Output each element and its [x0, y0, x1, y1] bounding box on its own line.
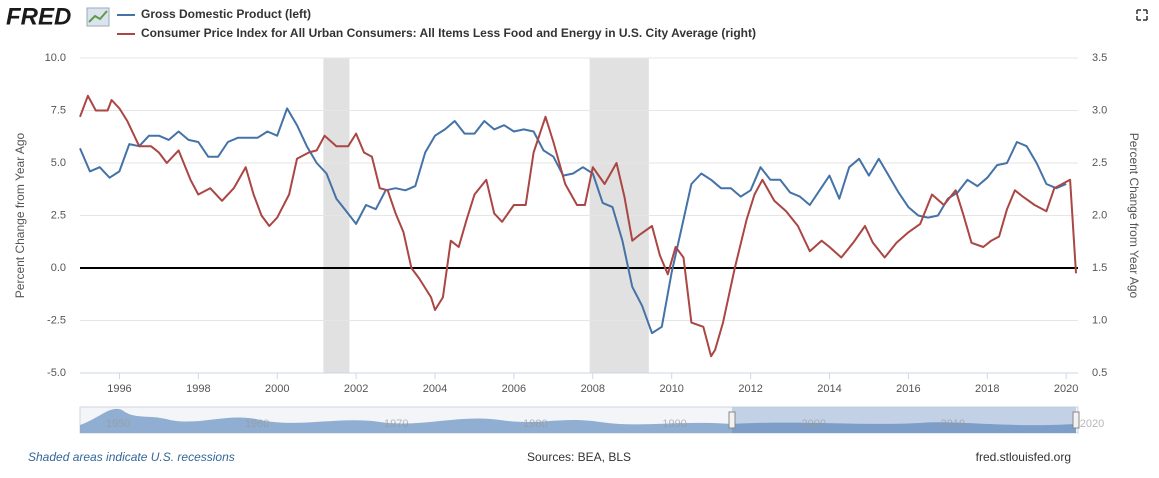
recession-note: Shaded areas indicate U.S. recessions: [28, 450, 235, 464]
series-line: [79, 107, 1067, 335]
x-tick-label: 2002: [344, 383, 368, 395]
plot-area: 10.0 7.5 5.0 2.5 0.0 -2.5 -5.0 3.5 3.0 2.5 2.0 1.5 1…: [13, 52, 1141, 395]
y2-tick-label: 0.5: [1092, 367, 1107, 379]
navigator-label: 1990: [662, 418, 686, 430]
x-tick-label: 2016: [896, 383, 920, 395]
navigator-label: 2020: [1080, 418, 1104, 430]
y-tick-label: 0.0: [51, 262, 66, 274]
y2-tick-label: 1.5: [1092, 262, 1107, 274]
x-tick-label: 2006: [502, 383, 526, 395]
navigator-label: 1950: [106, 418, 130, 430]
navigator-handle[interactable]: [728, 411, 736, 429]
y2-tick-label: 2.5: [1092, 157, 1107, 169]
x-tick-label: 2014: [817, 383, 841, 395]
y-tick-label: -2.5: [47, 314, 66, 326]
navigator-area: [80, 408, 732, 433]
logo-icon-line: [88, 10, 108, 23]
site-link[interactable]: fred.stlouisfed.org: [976, 450, 1071, 464]
navigator-label: 2000: [801, 418, 825, 430]
sources: Sources: BEA, BLS: [527, 450, 631, 464]
navigator-handle[interactable]: [1072, 411, 1080, 429]
y-tick-label: 2.5: [51, 209, 66, 221]
navigator-label: 1960: [245, 418, 269, 430]
navigator: 1950 1960 1970 1980 1990 2000 2010 2020: [79, 406, 1104, 434]
expand-icon-path[interactable]: [1136, 9, 1148, 21]
y2-tick-label: 2.0: [1092, 209, 1107, 221]
legend-label: Consumer Price Index for All Urban Consu…: [141, 26, 756, 40]
y-tick-label: 7.5: [51, 104, 66, 116]
y-tick-label: 5.0: [51, 157, 66, 169]
logo: FRED: [6, 3, 71, 30]
y-tick-label: 10.0: [45, 52, 66, 64]
y2-tick-label: 3.5: [1092, 52, 1107, 64]
y-tick-label: -5.0: [47, 367, 66, 379]
x-tick-label: 2000: [265, 383, 289, 395]
y2-tick-label: 1.0: [1092, 314, 1107, 326]
x-tick-label: 2008: [581, 383, 605, 395]
x-tick-label: 2018: [975, 383, 999, 395]
x-tick-label: 2004: [423, 383, 447, 395]
series-line: [79, 94, 1077, 358]
expand-icon[interactable]: [1136, 9, 1148, 21]
navigator-label: 1970: [384, 418, 408, 430]
navigator-area-selected: [732, 422, 1076, 433]
x-tick-label: 2020: [1054, 383, 1078, 395]
navigator-label: 2010: [941, 418, 965, 430]
y2-tick-label: 3.0: [1092, 104, 1107, 116]
y-axis-label: Percent Change from Year Ago: [13, 132, 27, 298]
x-tick-label: 1998: [186, 383, 210, 395]
y2-axis-label: Percent Change from Year Ago: [1127, 133, 1141, 299]
x-tick-label: 1996: [107, 383, 131, 395]
x-tick-label: 2010: [659, 383, 683, 395]
navigator-label: 1980: [523, 418, 547, 430]
x-tick-label: 2012: [738, 383, 762, 395]
legend-label: Gross Domestic Product (left): [141, 7, 311, 21]
